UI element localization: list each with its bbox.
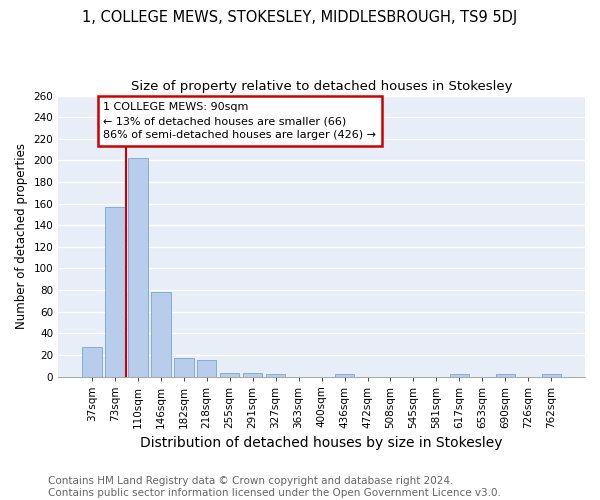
Bar [243, 374, 262, 376]
Text: 1, COLLEGE MEWS, STOKESLEY, MIDDLESBROUGH, TS9 5DJ: 1, COLLEGE MEWS, STOKESLEY, MIDDLESBROUG… [82, 10, 518, 25]
Bar [496, 374, 515, 376]
Bar [335, 374, 355, 376]
Bar [197, 360, 217, 376]
Title: Size of property relative to detached houses in Stokesley: Size of property relative to detached ho… [131, 80, 512, 93]
Y-axis label: Number of detached properties: Number of detached properties [15, 143, 28, 329]
Bar [128, 158, 148, 376]
Bar [174, 358, 194, 376]
Bar [449, 374, 469, 376]
Bar [151, 292, 170, 376]
Text: Contains HM Land Registry data © Crown copyright and database right 2024.
Contai: Contains HM Land Registry data © Crown c… [48, 476, 501, 498]
X-axis label: Distribution of detached houses by size in Stokesley: Distribution of detached houses by size … [140, 436, 503, 450]
Bar [105, 207, 125, 376]
Bar [82, 348, 101, 376]
Bar [220, 374, 239, 376]
Bar [542, 374, 561, 376]
Text: 1 COLLEGE MEWS: 90sqm
← 13% of detached houses are smaller (66)
86% of semi-deta: 1 COLLEGE MEWS: 90sqm ← 13% of detached … [103, 102, 376, 140]
Bar [266, 374, 286, 376]
